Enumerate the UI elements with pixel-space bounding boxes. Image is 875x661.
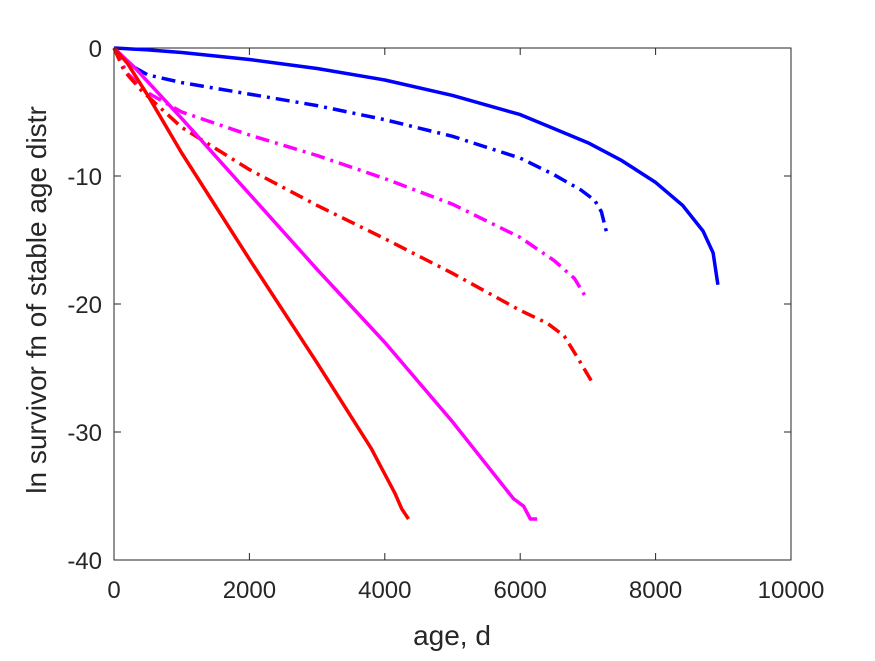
- y-axis-label: ln survivor fn of stable age distr: [21, 106, 52, 494]
- series-line-1: [113, 46, 720, 286]
- series-line-5: [112, 46, 538, 521]
- y-axis-ticks: 0 -10 -20 -30 -40: [67, 36, 791, 575]
- x-tick-label: 10000: [758, 577, 825, 604]
- series-line-3: [112, 47, 586, 296]
- x-tick-label: 8000: [629, 577, 682, 604]
- x-tick-label: 6000: [494, 577, 547, 604]
- y-tick-label: 0: [89, 36, 102, 63]
- x-tick-label: 2000: [223, 577, 276, 604]
- series-line-6: [112, 46, 410, 520]
- y-tick-label: -20: [67, 292, 102, 319]
- y-tick-label: -30: [67, 420, 102, 447]
- plot-area: [113, 47, 792, 561]
- series-layer: [112, 46, 720, 521]
- x-axis-ticks: 0 2000 4000 6000 8000 10000: [107, 48, 824, 604]
- series-line-4: [112, 47, 593, 382]
- x-tick-label: 0: [107, 577, 120, 604]
- x-axis-label: age, d: [413, 620, 491, 651]
- x-tick-label: 4000: [358, 577, 411, 604]
- y-tick-label: -10: [67, 164, 102, 191]
- y-tick-label: -40: [67, 548, 102, 575]
- series-line-2: [112, 46, 609, 235]
